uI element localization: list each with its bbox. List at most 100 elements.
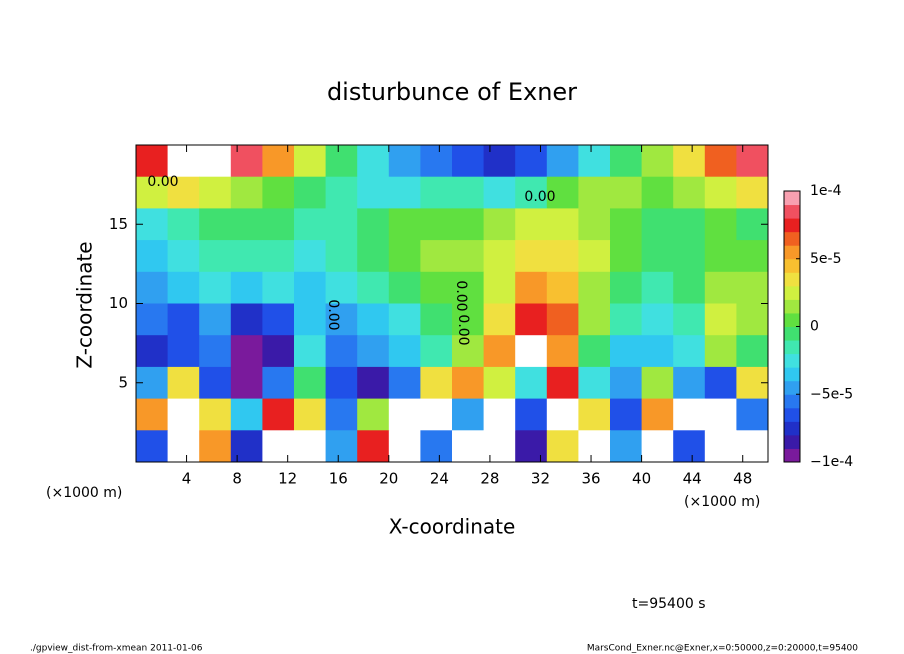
y-tick-label: 5: [118, 373, 128, 391]
colorbar-segment: [784, 299, 800, 314]
colorbar-tick-label: 5e-5: [810, 251, 841, 267]
heatmap-cell: [388, 240, 421, 273]
colorbar-segment: [784, 245, 800, 260]
heatmap-cell: [483, 303, 516, 336]
heatmap-cell: [452, 398, 485, 431]
colorbar-tick-label: −5e-5: [810, 386, 853, 402]
colorbar-segment: [784, 353, 800, 368]
heatmap-cell: [357, 303, 390, 336]
heatmap-cell: [546, 430, 579, 463]
heatmap-cell: [483, 176, 516, 209]
heatmap-cell: [578, 366, 611, 400]
heatmap-cell: [357, 271, 390, 304]
heatmap-cell: [673, 430, 706, 463]
colorbar-segment: [784, 272, 800, 287]
heatmap-cell: [357, 240, 390, 273]
heatmap-cell: [578, 240, 611, 273]
heatmap-cell: [230, 303, 263, 336]
heatmap-cell: [199, 335, 232, 368]
heatmap-cell: [546, 271, 579, 304]
heatmap-cell: [420, 240, 453, 273]
heatmap-cell: [230, 335, 263, 368]
heatmap-cell: [736, 430, 769, 463]
heatmap-cell: [515, 240, 548, 273]
heatmap-cell: [167, 208, 200, 241]
y-tick-label: 15: [109, 215, 128, 233]
heatmap-cell: [704, 176, 737, 209]
heatmap-cell: [704, 366, 737, 400]
heatmap-cell: [515, 303, 548, 336]
heatmap-cell: [294, 176, 327, 209]
heatmap-cell: [641, 398, 674, 431]
heatmap-cell: [420, 430, 453, 463]
heatmap-cell: [199, 366, 232, 400]
heatmap-cell: [420, 303, 453, 336]
heatmap-cell: [230, 271, 263, 304]
heatmap-cell: [578, 145, 611, 178]
heatmap-cell: [357, 430, 390, 463]
heatmap-cell: [578, 303, 611, 336]
colorbar-segment: [784, 380, 800, 395]
heatmap-cell: [515, 271, 548, 304]
x-tick-label: 40: [632, 470, 651, 488]
heatmap-cell: [230, 430, 263, 463]
heatmap-cell: [388, 145, 421, 178]
heatmap-cell: [294, 335, 327, 368]
heatmap-cell: [294, 303, 327, 336]
heatmap-cell: [736, 176, 769, 209]
x-tick-label: 16: [329, 470, 348, 488]
colorbar-tick-label: 1e-4: [810, 183, 842, 199]
heatmap-cell: [136, 335, 169, 368]
x-tick-label: 20: [379, 470, 398, 488]
heatmap-cell: [357, 145, 390, 178]
heatmap-cell: [610, 430, 643, 463]
heatmap-cell: [546, 176, 579, 209]
colorbar-tick-label: −1e-4: [810, 454, 853, 470]
heatmap-cell: [515, 430, 548, 463]
footer-right: MarsCond_Exner.nc@Exner,x=0:50000,z=0:20…: [587, 644, 858, 654]
heatmap-cell: [452, 303, 485, 336]
heatmap-cell: [673, 398, 706, 431]
heatmap-cell: [388, 366, 421, 400]
heatmap-cell: [736, 398, 769, 431]
heatmap-cell: [167, 398, 200, 431]
heatmap-cell: [483, 335, 516, 368]
heatmap-cell: [262, 208, 295, 241]
heatmap-cell: [610, 271, 643, 304]
colorbar-segment: [784, 191, 800, 206]
heatmap-cell: [578, 335, 611, 368]
heatmap-cell: [325, 303, 358, 336]
heatmap-cell: [167, 271, 200, 304]
heatmap-cell: [167, 335, 200, 368]
contour-label: 0.00: [453, 280, 469, 311]
heatmap-cell: [704, 303, 737, 336]
heatmap-cell: [610, 176, 643, 209]
heatmap-cell: [610, 145, 643, 178]
colorbar-segment: [784, 231, 800, 246]
heatmap-cell: [262, 335, 295, 368]
x-tick-label: 12: [278, 470, 297, 488]
heatmap-cell: [262, 271, 295, 304]
heatmap-cell: [325, 240, 358, 273]
heatmap-cell: [420, 398, 453, 431]
heatmap-cell: [610, 335, 643, 368]
x-unit: (×1000 m): [46, 485, 122, 501]
contour-label: 0.00: [325, 299, 341, 330]
heatmap-cell: [230, 366, 263, 400]
colorbar-segment: [784, 407, 800, 422]
heatmap-cell: [357, 366, 390, 400]
y-axis-label: Z-coordinate: [73, 241, 97, 368]
heatmap-cell: [673, 145, 706, 178]
heatmap-cell: [483, 398, 516, 431]
heatmap-cell: [515, 145, 548, 178]
heatmap-cell: [704, 208, 737, 241]
heatmap-cell: [641, 303, 674, 336]
heatmap-cell: [483, 366, 516, 400]
heatmap-cell: [736, 335, 769, 368]
heatmap-cell: [420, 145, 453, 178]
heatmap-cell: [673, 176, 706, 209]
heatmap-cell: [262, 398, 295, 431]
heatmap-cell: [167, 240, 200, 273]
x-tick-label: 32: [531, 470, 550, 488]
x-tick-label: 36: [581, 470, 600, 488]
